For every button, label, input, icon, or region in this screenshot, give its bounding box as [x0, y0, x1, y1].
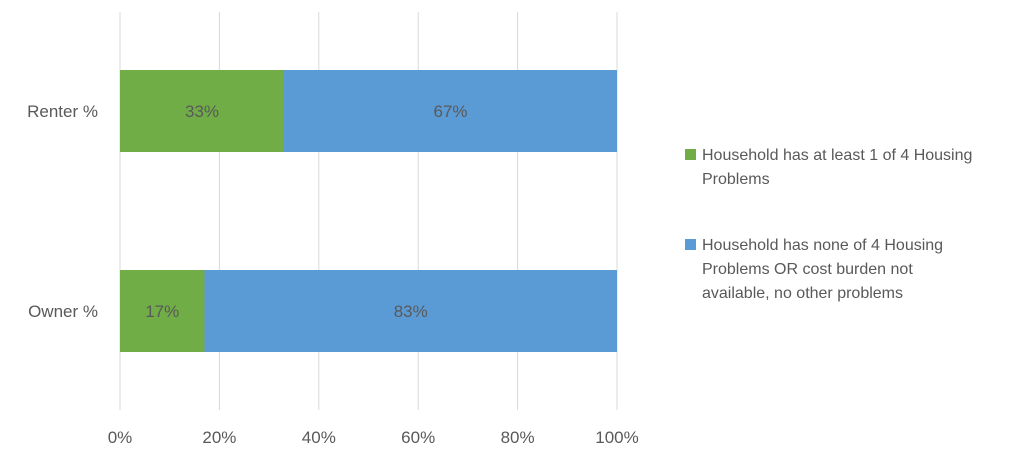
data-label: 67% — [433, 102, 467, 121]
legend-label: Household has none of 4 Housing — [702, 237, 943, 254]
legend-swatch — [685, 149, 696, 160]
x-tick-label: 60% — [401, 428, 435, 447]
x-tick-label: 80% — [501, 428, 535, 447]
bar-segment — [120, 270, 205, 352]
legend: Household has at least 1 of 4 Housing Pro… — [685, 147, 972, 302]
legend-swatch — [685, 239, 696, 250]
bar-segment — [120, 70, 285, 152]
x-tick-label: 0% — [108, 428, 133, 447]
category-label: Renter % — [27, 102, 98, 121]
x-tick-label: 40% — [302, 428, 336, 447]
legend-label: Household has at least 1 of 4 Housing — [702, 147, 972, 164]
x-tick-label: 20% — [202, 428, 236, 447]
category-label: Owner % — [28, 302, 98, 321]
x-axis-tick-labels: 0% 20% 40% 60% 80% 100% — [108, 428, 639, 447]
category-labels: Renter % Owner % — [27, 102, 98, 321]
x-tick-label: 100% — [595, 428, 638, 447]
legend-label: Problems OR cost burden not — [702, 261, 913, 278]
bar-segment — [284, 70, 617, 152]
data-label: 83% — [394, 302, 428, 321]
bar-segment — [204, 270, 618, 352]
bars: 33% 67% 17% 83% — [120, 70, 618, 352]
legend-label: Problems — [702, 171, 770, 188]
legend-label: available, no other problems — [702, 285, 903, 302]
data-label: 17% — [145, 302, 179, 321]
data-label: 33% — [185, 102, 219, 121]
